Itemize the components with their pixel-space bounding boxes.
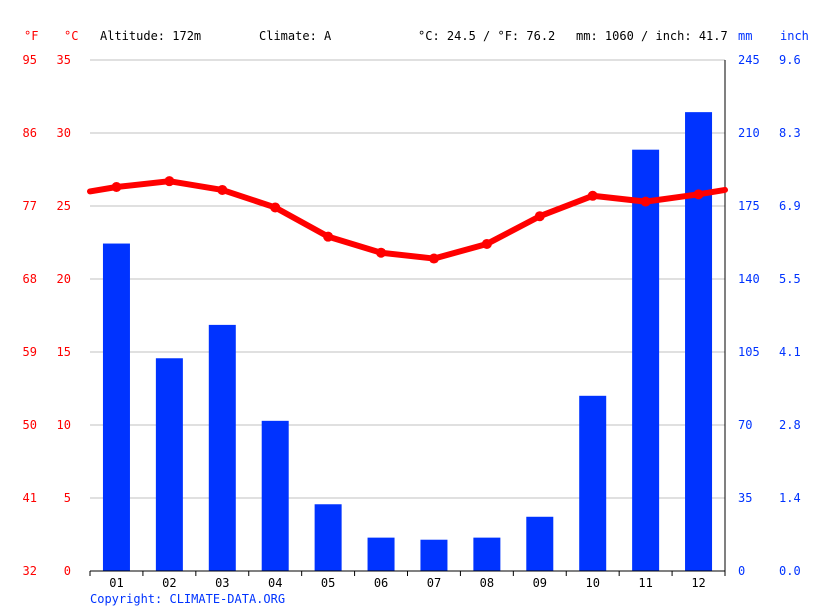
inch-tick-label: 2.8 [779, 418, 801, 432]
altitude-label: Altitude: 172m [100, 29, 201, 43]
fahrenheit-tick-label: 77 [23, 199, 37, 213]
precipitation-bar [208, 324, 236, 571]
fahrenheit-tick-label: 86 [23, 126, 37, 140]
temperature-summary: °C: 24.5 / °F: 76.2 [418, 29, 555, 43]
month-tick-label: 08 [480, 576, 494, 590]
mm-tick-label: 140 [738, 272, 760, 286]
temperature-point [481, 238, 492, 249]
mm-unit-label: mm [738, 29, 752, 43]
climate-label: Climate: A [259, 29, 332, 43]
temperature-point [164, 176, 175, 187]
celsius-tick-label: 0 [64, 564, 71, 578]
precipitation-bar [261, 420, 289, 571]
fahrenheit-tick-label: 41 [23, 491, 37, 505]
temperature-point [534, 211, 545, 222]
celsius-tick-label: 25 [57, 199, 71, 213]
mm-tick-label: 0 [738, 564, 745, 578]
inch-unit-label: inch [780, 29, 809, 43]
axis-tick-labels: 32 0 0 0.0 41 5 35 1.4 50 10 70 2.8 59 15 105 4.1 68 20 14… [23, 53, 801, 590]
temperature-point [376, 247, 387, 258]
celsius-tick-label: 5 [64, 491, 71, 505]
temperature-point [693, 189, 704, 200]
fahrenheit-tick-label: 95 [23, 53, 37, 67]
temperature-point [217, 184, 228, 195]
copyright-text: Copyright: CLIMATE-DATA.ORG [90, 592, 286, 606]
chart-axes [89, 60, 726, 576]
fahrenheit-unit-label: °F [24, 29, 38, 43]
month-tick-label: 07 [427, 576, 441, 590]
inch-tick-label: 4.1 [779, 345, 801, 359]
celsius-unit-label: °C [64, 29, 78, 43]
fahrenheit-tick-label: 50 [23, 418, 37, 432]
fahrenheit-tick-label: 68 [23, 272, 37, 286]
precipitation-bar [314, 504, 342, 571]
inch-tick-label: 9.6 [779, 53, 801, 67]
mm-tick-label: 175 [738, 199, 760, 213]
temperature-series-line [87, 178, 728, 262]
month-tick-label: 12 [691, 576, 705, 590]
precipitation-bar [155, 358, 183, 571]
chart-header: °F °C Altitude: 172m Climate: A °C: 24.5… [24, 29, 809, 43]
temperature-point [587, 190, 598, 201]
month-tick-label: 03 [215, 576, 229, 590]
celsius-tick-label: 20 [57, 272, 71, 286]
mm-tick-label: 70 [738, 418, 752, 432]
precipitation-bars [102, 112, 713, 572]
precipitation-bar [526, 516, 554, 571]
celsius-tick-label: 10 [57, 418, 71, 432]
chart-grid [90, 59, 725, 499]
month-tick-label: 09 [533, 576, 547, 590]
celsius-tick-label: 35 [57, 53, 71, 67]
inch-tick-label: 0.0 [779, 564, 801, 578]
fahrenheit-tick-label: 59 [23, 345, 37, 359]
precipitation-bar [473, 537, 501, 571]
fahrenheit-tick-label: 32 [23, 564, 37, 578]
mm-tick-label: 35 [738, 491, 752, 505]
temperature-point [323, 231, 334, 242]
month-tick-label: 06 [374, 576, 388, 590]
precipitation-summary: mm: 1060 / inch: 41.7 [576, 29, 728, 43]
mm-tick-label: 245 [738, 53, 760, 67]
temperature-point [111, 182, 122, 193]
inch-tick-label: 6.9 [779, 199, 801, 213]
precipitation-bar [632, 149, 660, 571]
month-tick-label: 10 [585, 576, 599, 590]
mm-tick-label: 210 [738, 126, 760, 140]
temperature-point [270, 202, 281, 213]
precipitation-bar [685, 112, 713, 572]
month-tick-label: 11 [638, 576, 652, 590]
inch-tick-label: 8.3 [779, 126, 801, 140]
month-tick-label: 05 [321, 576, 335, 590]
celsius-tick-label: 15 [57, 345, 71, 359]
precipitation-bar [420, 539, 448, 571]
inch-tick-label: 5.5 [779, 272, 801, 286]
month-tick-label: 01 [109, 576, 123, 590]
temperature-point [428, 253, 439, 264]
celsius-tick-label: 30 [57, 126, 71, 140]
temperature-line [87, 176, 728, 264]
precipitation-bar [102, 243, 130, 572]
mm-tick-label: 105 [738, 345, 760, 359]
precipitation-bar [367, 537, 395, 571]
temperature-point [640, 196, 651, 207]
month-tick-label: 04 [268, 576, 282, 590]
month-tick-label: 02 [162, 576, 176, 590]
inch-tick-label: 1.4 [779, 491, 801, 505]
precipitation-bar [579, 395, 607, 571]
